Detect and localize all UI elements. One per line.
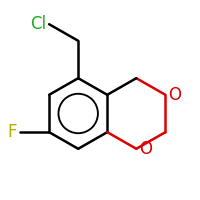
Text: O: O	[139, 140, 152, 158]
Text: Cl: Cl	[30, 15, 46, 33]
Text: F: F	[7, 123, 17, 141]
Text: O: O	[169, 86, 182, 104]
